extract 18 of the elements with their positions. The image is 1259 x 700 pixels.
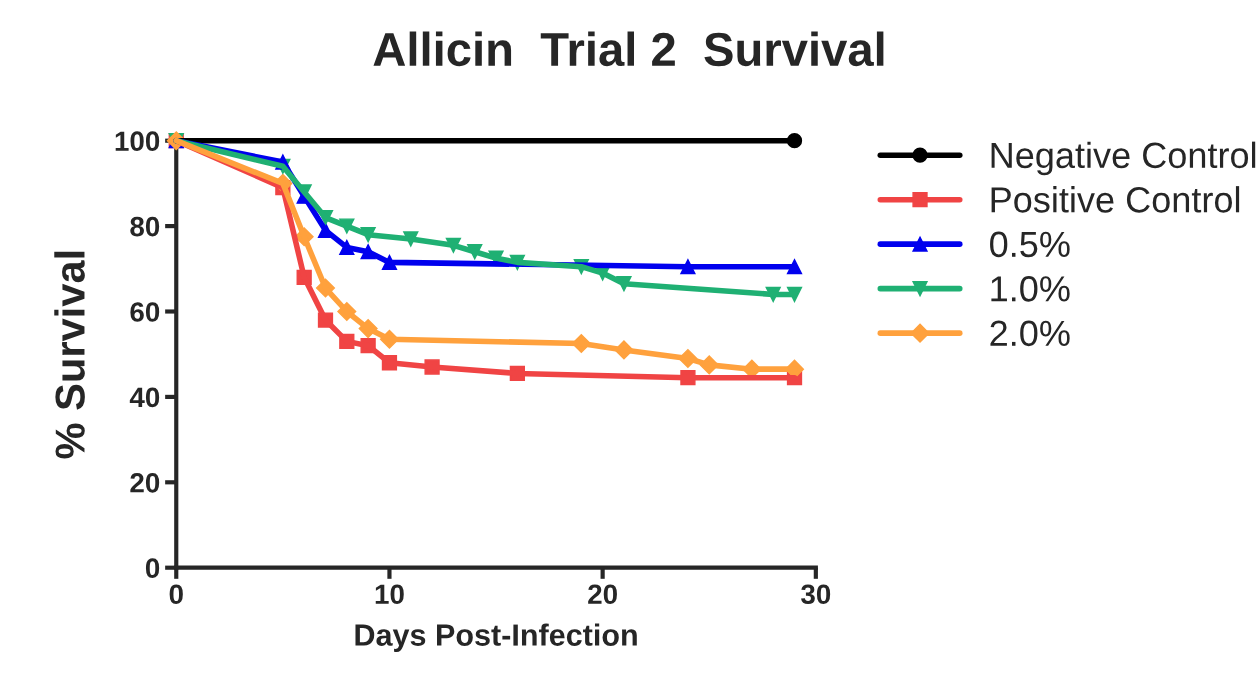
x-tick-label: 20 [588,584,617,605]
y-tick-label: 40 [129,387,160,408]
y-axis-title: % Survival [54,251,85,459]
y-tick-label: 60 [130,302,160,322]
y-tick-label: 20 [130,472,160,493]
y-tick-label: 0 [145,558,160,579]
legend-label: 1.0% [991,276,1070,302]
x-tick-label: 0 [169,584,183,605]
x-axis-title: Days Post-Infection [355,623,637,652]
y-tick-label: 100 [115,131,160,152]
legend-label: Positive Control [991,186,1240,213]
x-tick-label: 30 [801,584,831,605]
legend-label: Negative Control [991,141,1256,176]
legend-label: 2.0% [990,320,1070,347]
legend-label: 0.5% [990,231,1070,258]
x-tick-label: 10 [375,584,404,605]
y-tick-label: 80 [130,216,160,237]
chart-title: Allicin Trial 2 Survival [373,31,884,67]
